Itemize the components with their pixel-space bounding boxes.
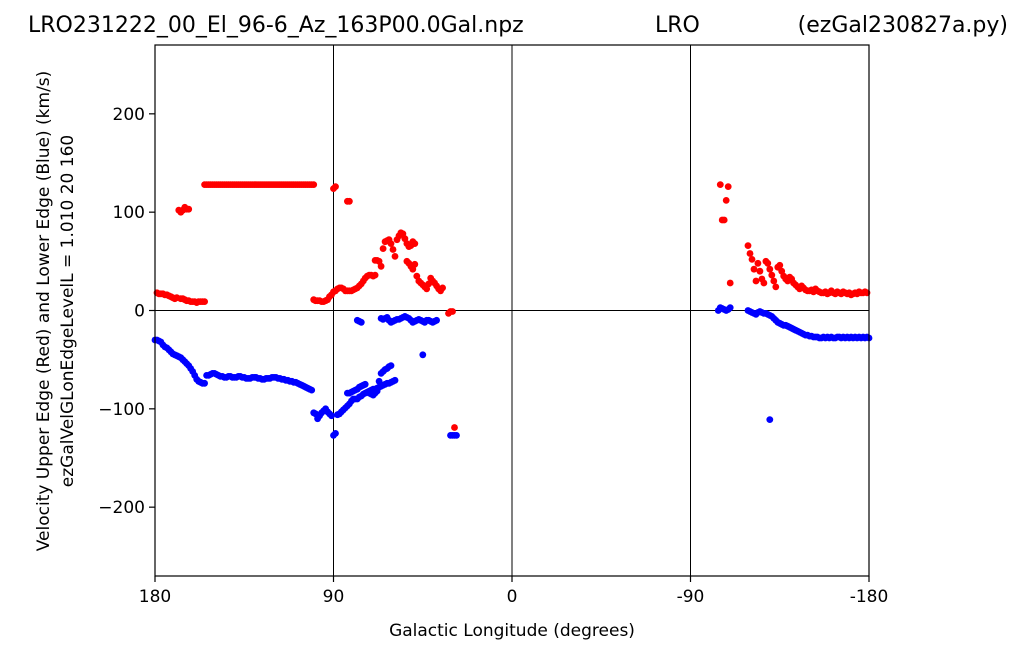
upper-edge-point [379,245,387,253]
upper-edge-point [332,183,339,191]
upper-edge-point [750,265,758,273]
upper-edge-point [766,265,774,273]
upper-edge-point [722,197,730,204]
lower-edge-point [201,379,209,387]
upper-edge-point [371,271,379,279]
upper-edge-point [310,181,318,189]
upper-edge-point [439,284,446,292]
lower-edge-point [375,377,383,385]
upper-edge-point [760,279,768,287]
x-tick-label: -90 [677,587,705,607]
lower-edge-point [766,416,774,423]
upper-edge-point [389,246,397,253]
upper-edge-point [411,240,419,248]
upper-edge-series [153,181,871,431]
upper-edge-point [746,250,754,257]
upper-edge-point [744,242,752,250]
upper-edge-point [768,271,776,279]
y-axis-label-line-2: ezGalVelGLonEdgeLevelL = 1.010 20 160 [58,135,78,487]
lower-edge-point [726,304,734,311]
upper-edge-point [201,298,209,305]
upper-edge-point [720,216,728,224]
upper-edge-point [451,424,458,431]
y-tick-label: 200 [113,105,145,125]
y-tick-label: −200 [98,498,145,518]
lower-edge-point [391,376,399,384]
lower-edge-point [361,380,369,388]
upper-edge-point [756,267,764,275]
lower-edge-series [151,304,873,439]
upper-edge-point [770,277,778,285]
upper-edge-point [754,259,762,267]
x-tick-label: -180 [850,587,889,607]
lower-edge-point [308,386,316,394]
y-axis-label-line-1: Velocity Upper Edge (Red) and Lower Edge… [34,71,54,552]
lower-edge-point [433,316,440,324]
x-axis-label: Galactic Longitude (degrees) [389,621,635,641]
lower-edge-point [328,412,335,420]
upper-edge-point [449,308,456,315]
upper-edge-point [772,283,780,291]
upper-edge-point [377,262,385,270]
upper-edge-point [185,205,193,213]
lower-edge-point [453,432,460,439]
upper-edge-point [391,253,399,260]
y-tick-label: 0 [134,302,145,322]
upper-edge-point [346,197,353,205]
lower-edge-point [373,387,381,395]
upper-edge-point [776,261,784,269]
upper-edge-point [716,181,724,189]
lower-edge-point [332,430,339,437]
lower-edge-point [419,351,427,359]
lower-edge-point [357,318,365,326]
header-script: (ezGal230827a.py) [798,13,1008,38]
upper-edge-point [764,259,772,267]
upper-edge-point [411,260,419,268]
y-tick-label: 100 [113,203,145,223]
y-axis-ticks: −200 −100 0 100 200 [98,105,155,518]
x-tick-label: 0 [507,587,518,607]
upper-edge-point [724,183,732,191]
upper-edge-point [726,279,734,287]
x-tick-label: 90 [323,587,345,607]
x-axis-ticks: 180 90 0 -90 -180 [139,576,889,607]
x-tick-label: 180 [139,587,171,607]
upper-edge-point [748,256,756,263]
header-filename: LRO231222_00_El_96-6_Az_163P00.0Gal.npz [28,13,524,38]
upper-edge-point [387,240,395,248]
lower-edge-point [387,362,395,369]
y-tick-label: −100 [98,400,145,420]
header-station: LRO [655,13,700,38]
upper-edge-point [752,277,760,285]
